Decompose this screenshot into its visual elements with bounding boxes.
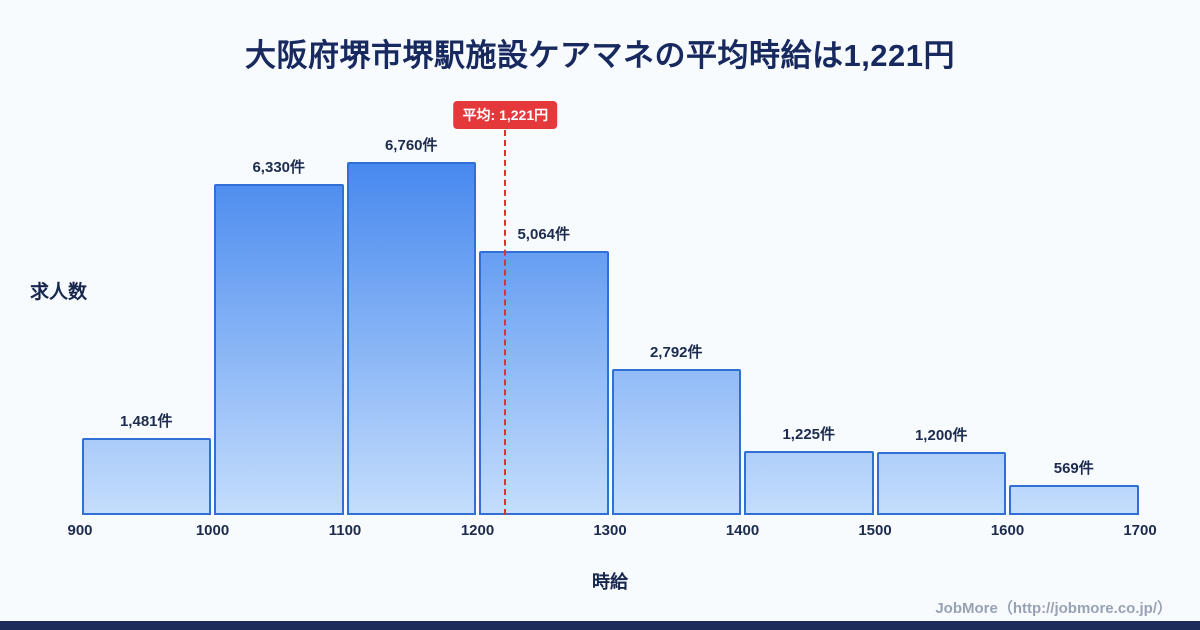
x-tick-label: 1500 (858, 522, 892, 539)
x-tick-label: 1100 (328, 522, 362, 539)
bar-value-label: 1,225件 (782, 426, 836, 443)
y-axis-label: 求人数 (30, 282, 88, 303)
x-tick-label: 1200 (460, 522, 495, 539)
bar-value-label: 2,792件 (649, 344, 703, 361)
chart-title: 大阪府堺市堺駅施設ケアマネの平均時給は1,221円 (244, 38, 956, 73)
bar-value-label: 1,481件 (119, 413, 173, 430)
x-tick-label: 1000 (195, 522, 230, 539)
x-tick-label: 1700 (1123, 522, 1157, 539)
histogram-bar (1009, 485, 1139, 515)
x-tick-label: 1400 (725, 522, 760, 539)
x-axis-ticks: 900 1000 1100 1200 1300 1400 1500 1600 1700 (67, 522, 1156, 542)
histogram-bar (81, 438, 211, 515)
bar-value-label: 6,330件 (252, 159, 306, 176)
x-tick-label: 900 (67, 522, 93, 539)
histogram-bar (611, 369, 741, 515)
bottom-accent-bar (0, 621, 1200, 630)
x-axis-label: 時給 (592, 572, 628, 592)
bar-value-label: 6,760件 (384, 137, 438, 154)
footer-credit: JobMore（http://jobmore.co.jp/） (935, 600, 1172, 617)
bar-value-label: 5,064件 (517, 226, 571, 243)
plot-area: 1,481件 6,330件 6,760件 5,064件 2,792件 1,225件 1,20… (80, 120, 1140, 515)
x-tick-label: 1300 (593, 522, 627, 539)
histogram-bar (876, 452, 1006, 515)
x-tick-label: 1600 (990, 522, 1025, 539)
bar-value-label: 569件 (1053, 460, 1094, 477)
histogram-bar (744, 451, 874, 515)
bar-value-label: 1,200件 (914, 427, 968, 444)
average-line (504, 130, 507, 515)
histogram-bar (346, 162, 476, 515)
histogram-bar (479, 251, 609, 515)
average-badge: 平均: 1,221円 (453, 101, 558, 129)
histogram-bar (214, 184, 344, 515)
